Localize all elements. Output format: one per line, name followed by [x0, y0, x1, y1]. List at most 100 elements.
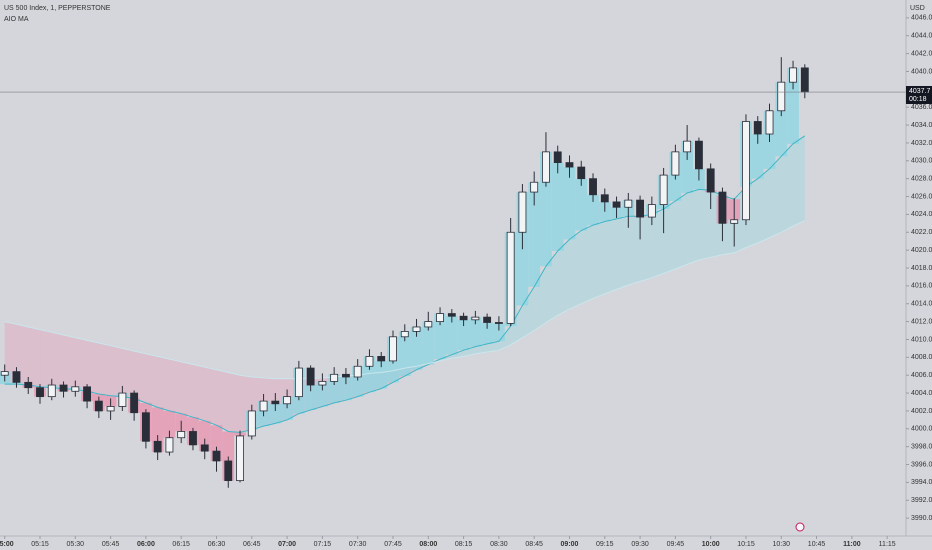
candle-body	[353, 365, 362, 378]
y-tick-label: 4040.0	[911, 68, 932, 75]
candle-body	[212, 450, 221, 462]
axes: 3990.0 3992.0 3994.0 3996.0 3998.0 4000.0 4002…	[0, 15, 932, 548]
candle-body	[341, 373, 350, 378]
y-tick-label: 4002.0	[911, 408, 932, 415]
price-ma-fill	[340, 376, 352, 401]
price-ma-fill	[787, 67, 799, 144]
y-tick-label: 4036.0	[911, 104, 932, 111]
candle-body	[436, 313, 444, 322]
candle-body	[742, 121, 750, 221]
y-tick-label: 3992.0	[911, 497, 932, 504]
y-tick-label: 4042.0	[911, 50, 932, 57]
indicator-name: AIO MA	[4, 16, 29, 23]
candle-body	[471, 316, 480, 321]
candle-body	[200, 444, 209, 452]
candle-body	[542, 151, 550, 183]
candle-body	[306, 367, 315, 386]
candle-body	[730, 219, 739, 224]
x-tick-label: 08:30	[490, 541, 508, 548]
ma-band	[134, 351, 146, 403]
candle-body	[718, 191, 727, 224]
ma-band	[581, 225, 594, 304]
price-ma-fill	[198, 420, 211, 452]
candle-body	[565, 162, 574, 168]
candle-body	[283, 396, 292, 405]
ma-band	[687, 189, 699, 265]
x-tick-label: 05:30	[67, 541, 85, 548]
y-tick-label: 4024.0	[911, 211, 932, 218]
ma-band	[4, 321, 17, 385]
ma-band	[640, 214, 652, 282]
x-tick-label: 10:45	[808, 541, 826, 548]
y-tick-label: 4008.0	[911, 354, 932, 361]
countdown-label: 00:18	[909, 96, 927, 103]
candle-body	[424, 321, 433, 328]
candle-body	[165, 437, 174, 453]
x-tick-label: 06:45	[243, 541, 261, 548]
price-ma-fill	[587, 194, 599, 226]
ma-band	[216, 369, 229, 432]
x-tick-label: 05:45	[102, 541, 120, 548]
y-tick-label: 4032.0	[911, 140, 932, 147]
ma-band	[757, 168, 770, 243]
candle-body	[271, 400, 280, 405]
x-tick-label: 09:30	[631, 541, 649, 548]
candle-body	[683, 140, 692, 153]
event-marker[interactable]	[795, 522, 805, 532]
price-ma-fill	[304, 385, 317, 411]
candle-body	[753, 121, 762, 135]
candle-body	[83, 386, 92, 402]
chart-title: US 500 Index, 1, PEPPERSTONE	[4, 5, 111, 12]
y-tick-label: 4016.0	[911, 283, 932, 290]
candle-body	[259, 400, 268, 412]
plot-area	[0, 57, 906, 488]
x-tick-label: 11:00	[843, 541, 861, 548]
price-ma-fill	[445, 316, 458, 355]
y-tick-label: 4004.0	[911, 390, 932, 397]
candle-body	[141, 412, 150, 442]
candle-body	[506, 231, 515, 324]
ma-band	[604, 218, 617, 294]
candle-body	[765, 110, 774, 135]
y-tick-label: 4010.0	[911, 336, 932, 343]
ma-band	[75, 337, 88, 392]
ma-band	[16, 324, 29, 386]
candle-body	[459, 315, 468, 321]
candle-body	[130, 392, 139, 414]
price-ma-fill	[563, 167, 576, 240]
ma-band	[675, 192, 688, 269]
y-tick-label: 4026.0	[911, 193, 932, 200]
moving-average	[4, 220, 806, 380]
ma-band	[87, 340, 99, 394]
x-tick-label: 07:45	[384, 541, 402, 548]
y-tick-label: 3994.0	[911, 479, 932, 486]
x-tick-label: 10:00	[702, 541, 720, 548]
x-tick-label: 06:15	[172, 541, 190, 548]
x-tick-label: 10:30	[773, 541, 791, 548]
y-tick-label: 4020.0	[911, 247, 932, 254]
price-ma-fill	[410, 326, 423, 370]
price-ma-fill	[551, 162, 564, 252]
candle-body	[71, 386, 80, 392]
candle-body	[318, 381, 327, 386]
ma-band	[145, 353, 158, 408]
ma-band	[40, 329, 52, 388]
ma-band	[769, 156, 782, 238]
y-tick-label: 4000.0	[911, 426, 932, 433]
x-tick-label: 09:15	[596, 541, 614, 548]
candle-body	[518, 191, 527, 233]
candle-body	[789, 67, 797, 83]
candle-body	[365, 356, 374, 367]
ma-band	[557, 239, 570, 316]
ma-band	[28, 326, 41, 387]
candle-body	[400, 331, 409, 338]
y-tick-label: 4044.0	[911, 33, 932, 40]
ma-band	[545, 251, 558, 323]
ma-band	[698, 189, 711, 260]
price-ma-fill	[151, 407, 164, 453]
price-ma-fill	[434, 313, 446, 360]
candle-body	[530, 181, 539, 193]
y-tick-label: 4012.0	[911, 318, 932, 325]
candle-body	[694, 140, 703, 170]
